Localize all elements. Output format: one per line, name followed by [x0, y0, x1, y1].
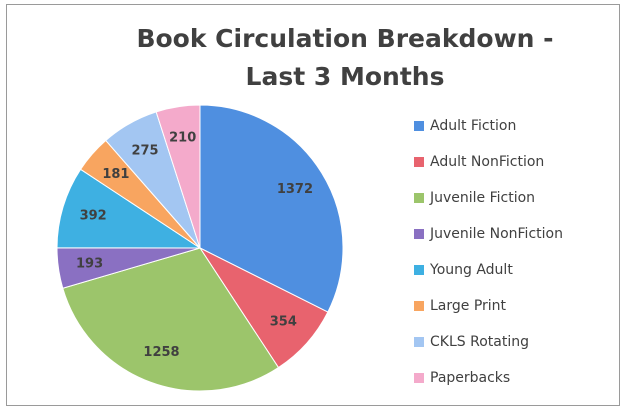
pie-slice — [56, 168, 202, 249]
legend-swatch — [414, 301, 424, 311]
legend-swatch — [414, 229, 424, 239]
pie-slice — [199, 104, 344, 313]
legend-label: Young Adult — [429, 262, 513, 278]
pie-slice — [155, 104, 201, 249]
legend-swatch — [414, 121, 424, 131]
data-label: 275 — [131, 143, 158, 158]
legend-label: Large Print — [430, 298, 507, 314]
data-label: 354 — [270, 315, 297, 330]
data-label: 181 — [102, 167, 129, 182]
data-label: 392 — [80, 208, 107, 223]
legend-label: CKLS Rotating — [430, 334, 529, 350]
legend-swatch — [414, 193, 424, 203]
legend-label: Adult Fiction — [430, 118, 516, 134]
data-label: 210 — [169, 130, 196, 145]
legend-label: Juvenile Fiction — [429, 190, 535, 206]
legend-swatch — [414, 337, 424, 347]
legend-label: Juvenile NonFiction — [429, 226, 563, 242]
legend-label: Paperbacks — [430, 370, 510, 386]
legend-label: Adult NonFiction — [430, 154, 544, 170]
legend-swatch — [414, 265, 424, 275]
pie-slice — [62, 247, 280, 392]
data-label: 193 — [76, 256, 103, 271]
data-label: 1372 — [277, 182, 313, 197]
legend-swatch — [414, 373, 424, 383]
chart-title: Book Circulation Breakdown - Last 3 Mont… — [136, 24, 554, 91]
data-label: 1258 — [143, 345, 179, 360]
legend-swatch — [414, 157, 424, 167]
